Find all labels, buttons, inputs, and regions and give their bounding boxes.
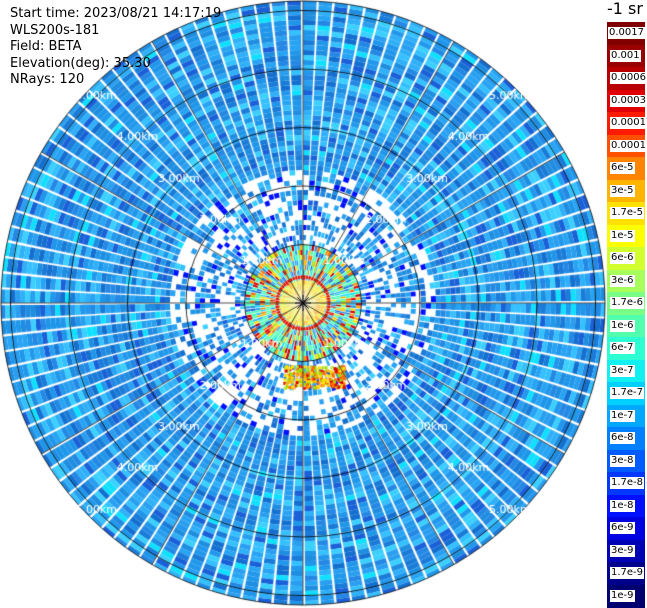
elevation-text: Elevation(deg): 35.30 <box>10 55 151 71</box>
colorbar-tick-label: 1.7e-9 <box>610 567 645 580</box>
colorbar-tick-label: 1e-6 <box>610 319 635 332</box>
colorbar-tick-label: 3e-9 <box>610 544 635 557</box>
colorbar-tick-label: 6e-5 <box>610 162 635 175</box>
colorbar-tick-label: 1.7e-6 <box>610 297 645 310</box>
colorbar-tick-label: 1e-5 <box>610 229 635 242</box>
colorbar-tick-label: 3e-5 <box>610 184 635 197</box>
instrument-name: WLS200s-181 <box>10 22 100 38</box>
colorbar-tick-label: 1e-8 <box>610 499 635 512</box>
colorbar-tick-label: 3e-8 <box>610 454 635 467</box>
colorbar-tick-label: 0.00017 <box>610 117 647 130</box>
colorbar-tick-label: 1.7e-5 <box>610 207 645 220</box>
colorbar-tick-label: 6e-6 <box>610 252 635 265</box>
colorbar-tick-label: 1e-9 <box>610 589 635 602</box>
colorbar-tick-label: 1e-7 <box>610 409 635 422</box>
field-text: Field: BETA <box>10 39 82 54</box>
colorbar-unit-label: -1 sr <box>607 0 643 18</box>
ppi-scan-plot <box>0 0 610 607</box>
colorbar-tick-label: 6e-8 <box>610 432 635 445</box>
nrays-text: NRays: 120 <box>10 72 85 87</box>
colorbar-tick-label: 6e-7 <box>610 342 635 355</box>
colorbar-tick-label: 3e-7 <box>610 364 635 377</box>
colorbar-tick-label: 1.7e-7 <box>610 387 645 400</box>
colorbar-tick-label: 0.0017 <box>608 27 645 40</box>
colorbar-tick-label: 1.7e-8 <box>610 477 645 490</box>
colorbar-tick-label: 6e-9 <box>610 522 635 535</box>
scan-info-panel: Start time: 2023/08/21 14:17:19 WLS200s-… <box>10 6 221 89</box>
colorbar-tick-label: 0.001 <box>610 49 641 62</box>
start-time-text: Start time: 2023/08/21 14:17:19 <box>10 6 222 21</box>
colorbar-tick-label: 0.0006 <box>610 72 647 85</box>
colorbar: 0.0017 0.001 0.0006 0.0003 0.00017 0.0001 6e-5… <box>607 22 647 608</box>
colorbar-tick-label: 3e-6 <box>610 274 635 287</box>
colorbar-tick-label: 0.0003 <box>610 94 647 107</box>
colorbar-tick-label: 0.0001 <box>610 139 647 152</box>
